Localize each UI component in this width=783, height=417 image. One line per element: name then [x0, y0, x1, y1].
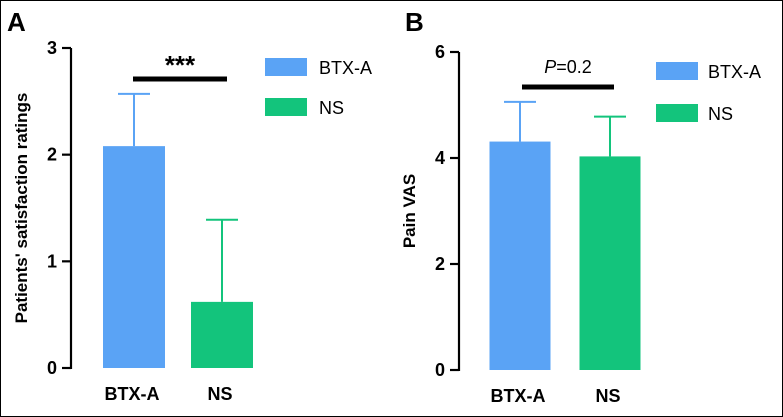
panel-a-x-tick-label: BTX-A	[105, 384, 160, 404]
panel-a-y-tick-label: 0	[47, 358, 57, 378]
panel-a-letter: A	[7, 7, 26, 37]
panel-b-letter: B	[405, 7, 424, 37]
panel-b-bar-btx-a	[489, 141, 551, 370]
panel-a-y-ticks: 0 1 2 3	[47, 38, 57, 378]
panel-b-legend-label: NS	[708, 104, 733, 124]
panel-a-error-bars	[118, 92, 238, 302]
panel-a-legend: BTX-A NS	[265, 58, 372, 118]
panel-b-y-axis-label: Pain VAS	[400, 174, 419, 248]
panel-b-legend-swatch-ns	[656, 104, 698, 122]
panel-b-y-tick-label: 0	[435, 360, 445, 380]
panel-b-y-tick-label: 6	[435, 42, 445, 62]
panel-a-legend-swatch-ns	[265, 98, 307, 116]
panel-a: A Patients' satisfaction ratings 0 1 2 3…	[7, 7, 372, 404]
panel-b-y-tick-label: 4	[435, 148, 445, 168]
panel-b-bar-ns	[579, 156, 641, 370]
panel-a-y-tick-marks	[62, 46, 71, 370]
panel-b-p-value: =0.2	[556, 57, 592, 77]
panel-a-y-tick-label: 1	[47, 251, 57, 271]
panel-a-legend-swatch-btx-a	[265, 58, 307, 76]
panel-a-bar-ns	[191, 301, 253, 368]
panel-b-legend-label: BTX-A	[708, 62, 761, 82]
panel-b-y-tick-marks	[450, 50, 459, 372]
panel-b-bars	[489, 141, 641, 370]
panel-a-bar-btx-a	[103, 146, 165, 368]
panel-a-y-tick-label: 2	[47, 145, 57, 165]
panel-b-legend-swatch-btx-a	[656, 62, 698, 80]
panel-b-legend: BTX-A NS	[656, 62, 761, 124]
panel-b-x-tick-label: BTX-A	[491, 386, 546, 406]
panel-a-legend-label: BTX-A	[319, 58, 372, 78]
panel-a-legend-label: NS	[319, 98, 344, 118]
panel-b-y-ticks: 0 2 4 6	[435, 42, 445, 380]
panel-b-y-tick-label: 2	[435, 254, 445, 274]
panel-a-bars	[103, 146, 253, 368]
panel-a-y-axis-label: Patients' satisfaction ratings	[12, 93, 31, 324]
panel-a-x-tick-label: NS	[207, 384, 232, 404]
panel-b-p-symbol: P	[544, 57, 556, 77]
panel-a-y-tick-label: 3	[47, 38, 57, 58]
panel-b-significance-p-value: P=0.2	[544, 57, 592, 77]
panel-a-significance-stars: ***	[165, 50, 196, 80]
panel-b-x-tick-label: NS	[595, 386, 620, 406]
panel-b: B Pain VAS 0 2 4 6 BTX-A NS	[400, 7, 761, 406]
panel-b-error-bars	[504, 100, 626, 157]
